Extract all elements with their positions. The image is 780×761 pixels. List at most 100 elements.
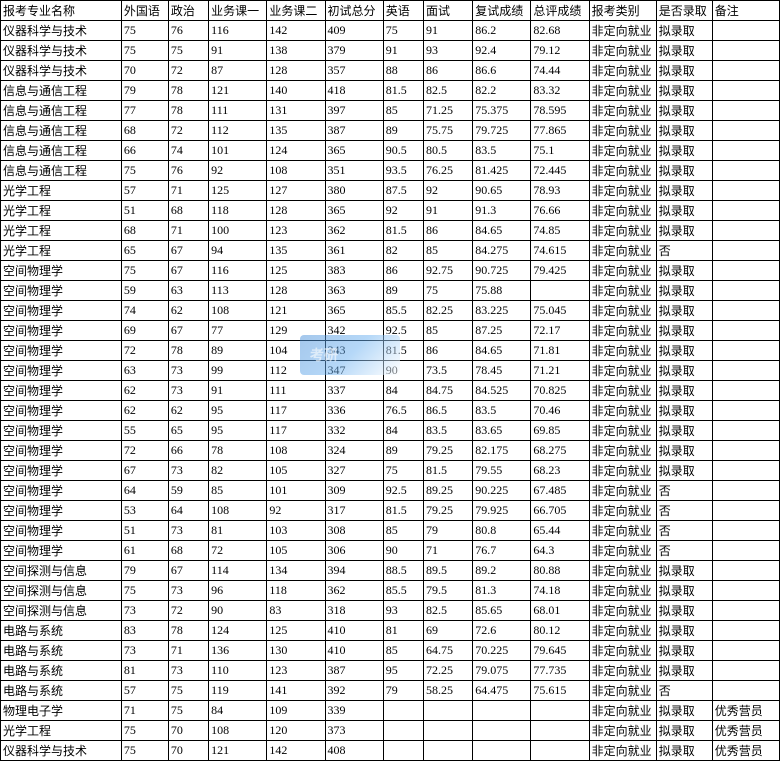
- table-cell: 123: [267, 661, 325, 681]
- table-cell: 327: [325, 461, 383, 481]
- table-cell: 85: [383, 101, 423, 121]
- table-cell: 80.88: [531, 561, 589, 581]
- table-row: 光学工程656794135361828584.27574.615非定向就业否: [1, 241, 780, 261]
- table-cell: 空间物理学: [1, 421, 122, 441]
- table-cell: 70.46: [531, 401, 589, 421]
- table-cell: 75: [424, 281, 473, 301]
- table-cell: 非定向就业: [589, 521, 656, 541]
- table-row: 空间物理学6773821053277581.579.5568.23非定向就业拟录…: [1, 461, 780, 481]
- table-cell: 95: [383, 661, 423, 681]
- table-cell: 拟录取: [656, 581, 712, 601]
- table-cell: 91: [209, 381, 267, 401]
- table-cell: 非定向就业: [589, 441, 656, 461]
- table-cell: 67: [121, 461, 168, 481]
- table-cell: [712, 601, 779, 621]
- table-cell: 75: [168, 41, 208, 61]
- table-cell: 114: [209, 561, 267, 581]
- table-cell: 75: [383, 461, 423, 481]
- table-cell: 108: [267, 441, 325, 461]
- table-cell: [712, 461, 779, 481]
- table-cell: 67: [168, 321, 208, 341]
- table-cell: 仪器科学与技术: [1, 61, 122, 81]
- table-cell: 空间物理学: [1, 481, 122, 501]
- table-cell: 光学工程: [1, 221, 122, 241]
- table-cell: 79.12: [531, 41, 589, 61]
- table-cell: [712, 281, 779, 301]
- table-cell: 非定向就业: [589, 681, 656, 701]
- table-cell: 非定向就业: [589, 461, 656, 481]
- table-cell: 拟录取: [656, 561, 712, 581]
- table-cell: 优秀营员: [712, 721, 779, 741]
- column-header: 备注: [712, 1, 779, 21]
- table-cell: 68.275: [531, 441, 589, 461]
- table-cell: 70: [168, 741, 208, 761]
- table-cell: 65.44: [531, 521, 589, 541]
- table-cell: 78: [168, 341, 208, 361]
- table-cell: 空间物理学: [1, 361, 122, 381]
- table-cell: 空间物理学: [1, 401, 122, 421]
- table-row: 空间物理学517381103308857980.865.44非定向就业否: [1, 521, 780, 541]
- table-cell: 101: [209, 141, 267, 161]
- table-cell: 83.65: [473, 421, 531, 441]
- table-cell: 85.5: [383, 301, 423, 321]
- table-cell: 73.5: [424, 361, 473, 381]
- table-cell: 82.5: [424, 601, 473, 621]
- table-cell: 非定向就业: [589, 561, 656, 581]
- table-cell: 66: [121, 141, 168, 161]
- table-cell: [712, 521, 779, 541]
- table-cell: [712, 481, 779, 501]
- table-cell: 非定向就业: [589, 181, 656, 201]
- table-cell: 86.2: [473, 21, 531, 41]
- table-cell: 否: [656, 541, 712, 561]
- table-row: 空间物理学616872105306907176.764.3非定向就业否: [1, 541, 780, 561]
- table-cell: 非定向就业: [589, 301, 656, 321]
- table-row: 空间物理学5565951173328483.583.6569.85非定向就业拟录…: [1, 421, 780, 441]
- table-cell: 74: [121, 301, 168, 321]
- table-cell: 拟录取: [656, 281, 712, 301]
- table-row: 仪器科学与技术757591138379919392.479.12非定向就业拟录取: [1, 41, 780, 61]
- table-cell: 88: [383, 61, 423, 81]
- table-cell: 67: [168, 261, 208, 281]
- table-cell: 95: [209, 401, 267, 421]
- table-cell: 59: [121, 281, 168, 301]
- table-cell: 363: [325, 281, 383, 301]
- table-cell: 71: [424, 541, 473, 561]
- table-cell: 124: [209, 621, 267, 641]
- table-cell: 59: [168, 481, 208, 501]
- table-cell: 82.2: [473, 81, 531, 101]
- table-cell: 95: [209, 421, 267, 441]
- table-cell: 信息与通信工程: [1, 141, 122, 161]
- table-row: 光学工程5168118128365929191.376.66非定向就业拟录取: [1, 201, 780, 221]
- table-cell: 128: [267, 61, 325, 81]
- table-cell: 124: [267, 141, 325, 161]
- table-cell: 71: [121, 701, 168, 721]
- table-cell: 94: [209, 241, 267, 261]
- table-cell: [383, 721, 423, 741]
- table-cell: 77: [209, 321, 267, 341]
- table-cell: 81: [383, 621, 423, 641]
- table-cell: 125: [267, 261, 325, 281]
- table-cell: 64.75: [424, 641, 473, 661]
- table-cell: 89.5: [424, 561, 473, 581]
- table-cell: 72: [209, 541, 267, 561]
- table-cell: 非定向就业: [589, 261, 656, 281]
- column-header: 英语: [383, 1, 423, 21]
- table-cell: 108: [209, 301, 267, 321]
- table-cell: 83: [267, 601, 325, 621]
- table-cell: [531, 741, 589, 761]
- table-cell: 空间物理学: [1, 281, 122, 301]
- table-cell: 仪器科学与技术: [1, 41, 122, 61]
- table-cell: 78: [168, 81, 208, 101]
- table-cell: 75: [168, 701, 208, 721]
- table-cell: 128: [267, 281, 325, 301]
- table-cell: 72: [121, 341, 168, 361]
- table-cell: 309: [325, 481, 383, 501]
- table-cell: 87: [209, 61, 267, 81]
- table-cell: 75.88: [473, 281, 531, 301]
- table-row: 信息与通信工程68721121353878975.7579.72577.865非…: [1, 121, 780, 141]
- table-cell: 96: [209, 581, 267, 601]
- table-cell: 非定向就业: [589, 481, 656, 501]
- table-cell: 90.65: [473, 181, 531, 201]
- table-cell: 82.5: [424, 81, 473, 101]
- table-cell: 92: [383, 201, 423, 221]
